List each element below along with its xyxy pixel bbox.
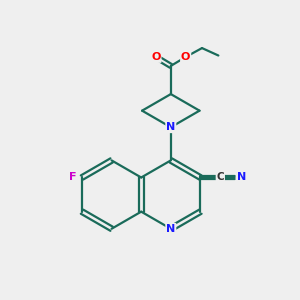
Text: N: N (166, 122, 176, 132)
Text: N: N (236, 172, 246, 182)
Text: C: C (217, 172, 224, 182)
Text: O: O (181, 52, 190, 62)
Text: F: F (69, 172, 76, 182)
Text: N: N (166, 224, 176, 234)
Text: O: O (151, 52, 160, 62)
